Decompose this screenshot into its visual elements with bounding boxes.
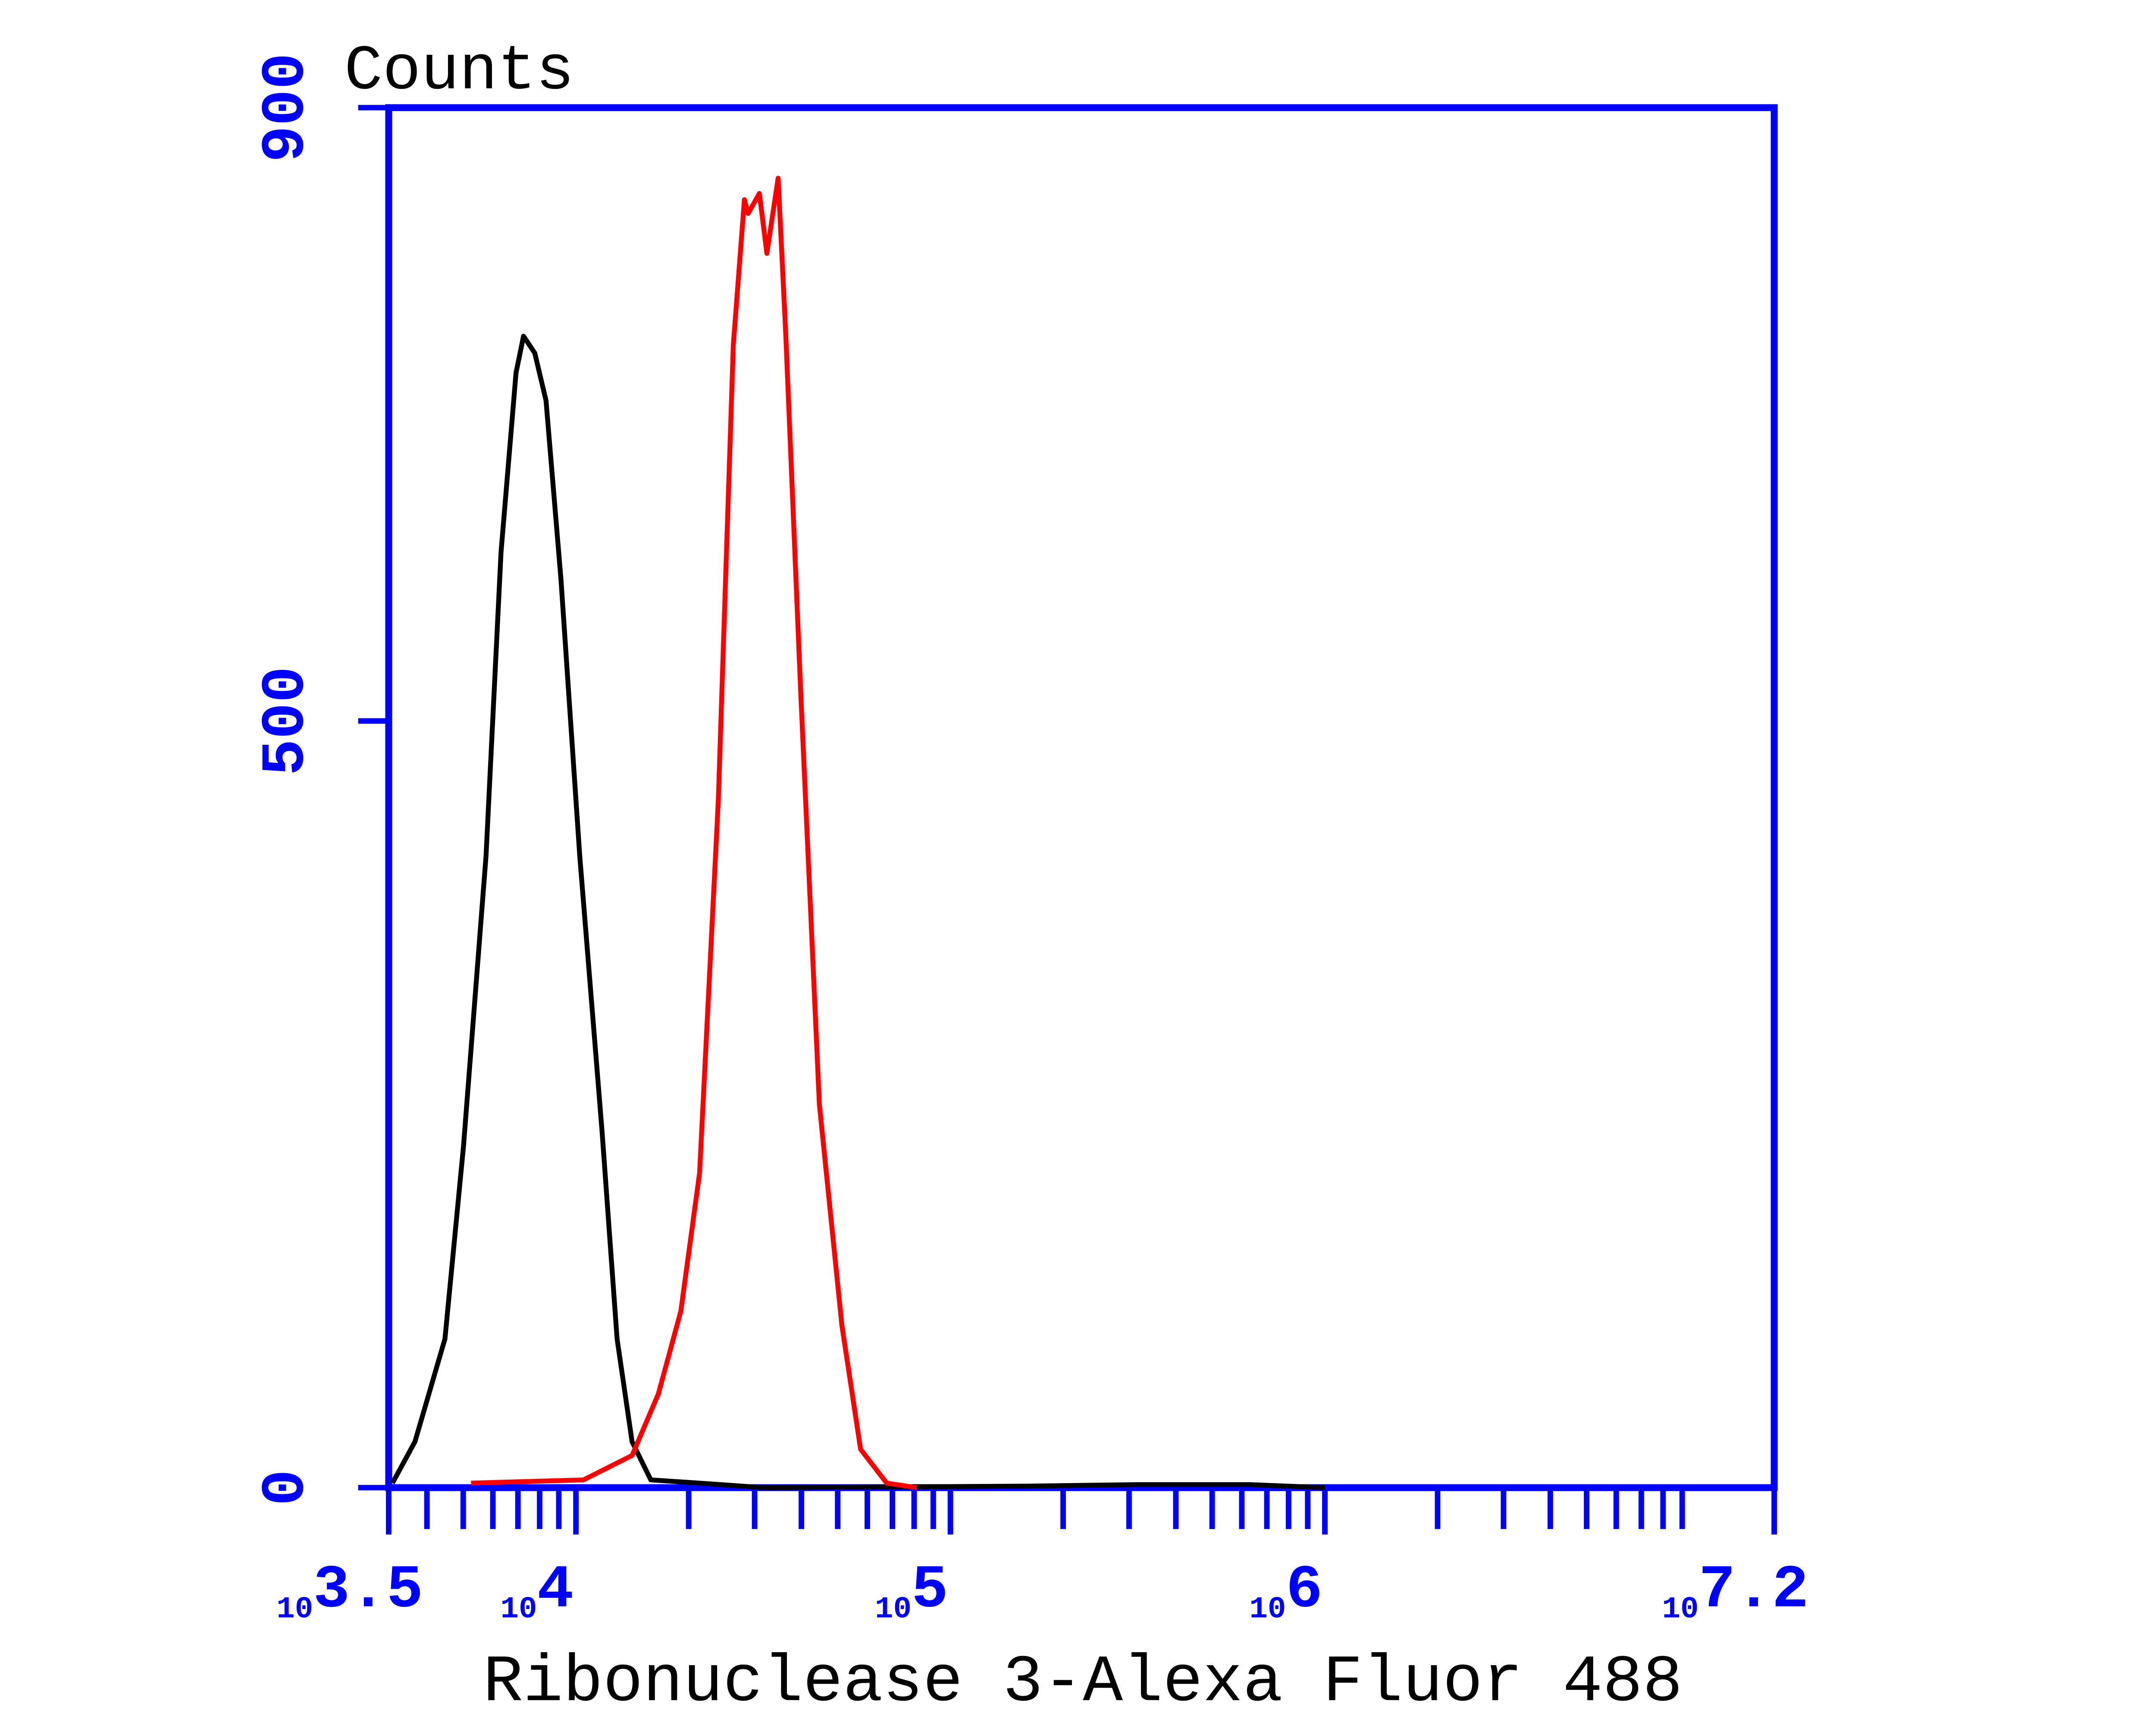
x-tick-label: 103.5: [276, 1556, 423, 1627]
x-axis-label: Ribonuclease 3-Alexa Fluor 488: [483, 1646, 1683, 1720]
y-tick-label: 900: [252, 53, 321, 162]
x-tick-base: 10: [1249, 1593, 1286, 1627]
y-tick-label: 0: [252, 1469, 321, 1505]
x-tick-label: 104: [501, 1556, 574, 1627]
x-tick-exponent: 6: [1286, 1556, 1322, 1625]
x-tick-exponent: 3.5: [313, 1556, 423, 1625]
x-tick-base: 10: [501, 1593, 537, 1627]
x-tick-label: 106: [1249, 1556, 1322, 1627]
histogram-line: [471, 176, 917, 1490]
y-axis-label: Counts: [344, 36, 574, 107]
x-tick-base: 10: [875, 1593, 912, 1627]
plot-frame: [385, 104, 1778, 1491]
x-tick-label: 105: [875, 1556, 948, 1627]
x-tick-exponent: 7.2: [1698, 1556, 1808, 1625]
x-tick-exponent: 4: [537, 1556, 574, 1625]
x-tick-exponent: 5: [912, 1556, 948, 1625]
y-tick-label: 500: [252, 666, 321, 775]
x-tick-base: 10: [276, 1593, 313, 1627]
x-tick-label: 107.2: [1662, 1556, 1808, 1627]
x-tick-base: 10: [1662, 1593, 1698, 1627]
histogram-line: [390, 333, 1325, 1490]
